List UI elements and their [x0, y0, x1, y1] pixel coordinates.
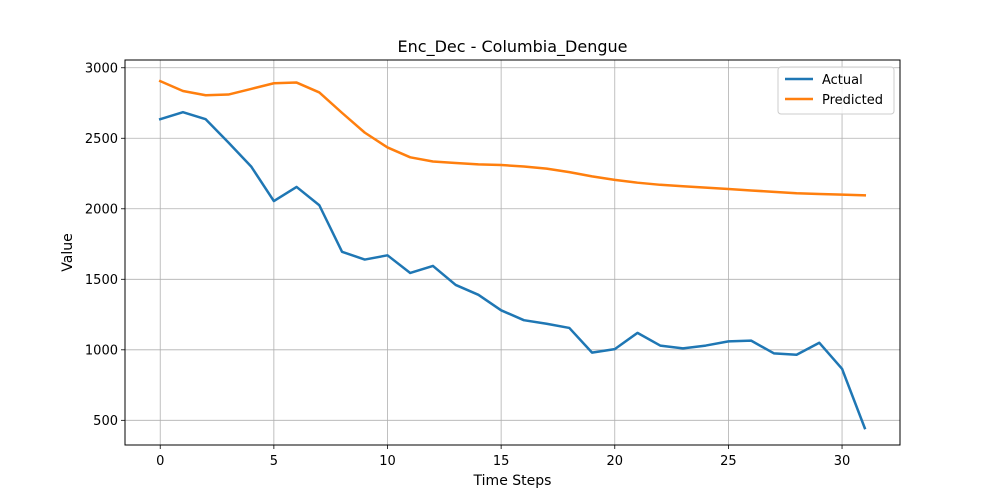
y-tick-label: 3000: [85, 61, 118, 76]
x-tick-label: 30: [834, 454, 851, 469]
legend-label-predicted: Predicted: [822, 93, 883, 108]
grid: [125, 60, 900, 445]
y-tick-label: 2500: [85, 132, 118, 147]
x-tick-label: 10: [379, 454, 396, 469]
x-tick-label: 5: [270, 454, 278, 469]
x-tick-label: 20: [606, 454, 623, 469]
legend-label-actual: Actual: [822, 73, 863, 88]
x-tick-label: 0: [156, 454, 164, 469]
x-axis-ticks: 0 5 10 15 20 25 30: [156, 445, 850, 469]
series-line-actual: [158, 110, 867, 430]
x-tick-label: 15: [493, 454, 510, 469]
series-line-predicted: [158, 79, 867, 197]
y-tick-label: 1000: [85, 343, 118, 358]
y-axis-label: Value: [60, 233, 76, 271]
plot-frame: [124, 59, 901, 446]
plot-area: [125, 60, 900, 445]
y-tick-label: 1500: [85, 273, 118, 288]
x-axis-label: Time Steps: [473, 473, 552, 489]
series-lines: [158, 79, 867, 430]
y-axis-ticks: 500 1000 1500 2000 2500 3000: [85, 61, 125, 429]
y-tick-label: 500: [93, 414, 118, 429]
y-tick-label: 2000: [85, 202, 118, 217]
x-tick-label: 25: [720, 454, 737, 469]
chart-title: Enc_Dec - Columbia_Dengue: [398, 37, 628, 57]
legend: Actual Predicted: [777, 66, 895, 115]
